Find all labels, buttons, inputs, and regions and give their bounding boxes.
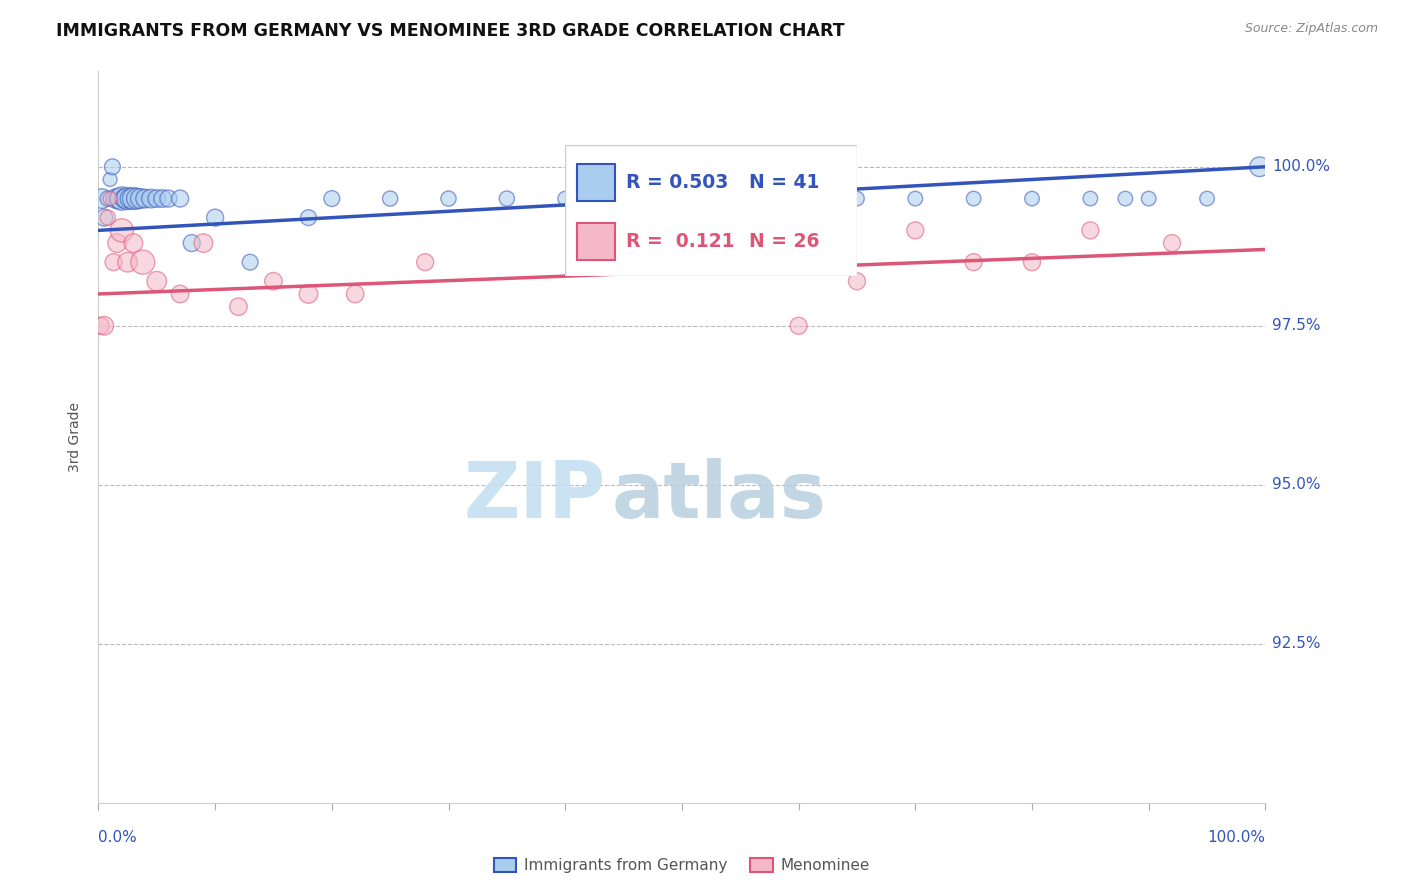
- Point: [146, 192, 169, 206]
- Point: [204, 211, 226, 225]
- Text: Source: ZipAtlas.com: Source: ZipAtlas.com: [1244, 22, 1378, 36]
- Point: [297, 287, 319, 301]
- Point: [321, 192, 343, 206]
- Point: [344, 287, 367, 301]
- Point: [1161, 236, 1184, 251]
- Point: [105, 236, 128, 251]
- Point: [132, 255, 155, 269]
- Text: ZIP: ZIP: [464, 458, 606, 533]
- Point: [1080, 192, 1102, 206]
- Point: [845, 192, 868, 206]
- Point: [262, 274, 284, 288]
- Point: [108, 192, 131, 206]
- Point: [1137, 192, 1160, 206]
- Point: [845, 274, 868, 288]
- Text: 100.0%: 100.0%: [1208, 830, 1265, 845]
- Point: [671, 192, 693, 206]
- Point: [787, 318, 810, 333]
- Point: [962, 192, 984, 206]
- Point: [193, 236, 215, 251]
- Point: [139, 192, 162, 206]
- Point: [1114, 192, 1136, 206]
- Point: [125, 192, 148, 206]
- Point: [554, 192, 576, 206]
- Point: [1021, 255, 1043, 269]
- Point: [904, 223, 927, 237]
- Text: 97.5%: 97.5%: [1272, 318, 1320, 334]
- Point: [98, 172, 121, 186]
- Point: [228, 300, 250, 314]
- Point: [104, 192, 127, 206]
- Point: [93, 318, 115, 333]
- Point: [97, 192, 120, 206]
- Point: [146, 274, 169, 288]
- Point: [730, 192, 752, 206]
- Point: [437, 192, 460, 206]
- Point: [122, 236, 145, 251]
- Text: R =  0.121: R = 0.121: [627, 233, 735, 252]
- Point: [787, 192, 810, 206]
- Point: [118, 192, 141, 206]
- Point: [1249, 160, 1271, 174]
- Text: atlas: atlas: [612, 458, 827, 533]
- FancyBboxPatch shape: [576, 164, 614, 201]
- Text: N = 26: N = 26: [749, 233, 820, 252]
- Point: [169, 192, 191, 206]
- Point: [90, 192, 112, 206]
- Point: [1021, 192, 1043, 206]
- Point: [98, 192, 121, 206]
- Point: [97, 211, 120, 225]
- Point: [169, 287, 191, 301]
- Point: [413, 255, 436, 269]
- Point: [671, 255, 693, 269]
- Y-axis label: 3rd Grade: 3rd Grade: [69, 402, 83, 472]
- Point: [180, 236, 202, 251]
- Text: R = 0.503: R = 0.503: [627, 173, 728, 192]
- Point: [101, 160, 124, 174]
- Text: 0.0%: 0.0%: [98, 830, 138, 845]
- Point: [152, 192, 174, 206]
- FancyBboxPatch shape: [576, 224, 614, 260]
- Text: 100.0%: 100.0%: [1272, 160, 1330, 174]
- Text: IMMIGRANTS FROM GERMANY VS MENOMINEE 3RD GRADE CORRELATION CHART: IMMIGRANTS FROM GERMANY VS MENOMINEE 3RD…: [56, 22, 845, 40]
- Point: [111, 192, 134, 206]
- Point: [239, 255, 262, 269]
- Text: 95.0%: 95.0%: [1272, 477, 1320, 492]
- Point: [122, 192, 145, 206]
- Point: [1195, 192, 1218, 206]
- Point: [117, 192, 139, 206]
- Point: [93, 211, 115, 225]
- Point: [90, 318, 112, 333]
- Legend: Immigrants from Germany, Menominee: Immigrants from Germany, Menominee: [488, 852, 876, 880]
- Point: [962, 255, 984, 269]
- Point: [378, 192, 402, 206]
- Point: [157, 192, 180, 206]
- FancyBboxPatch shape: [565, 145, 858, 277]
- Point: [129, 192, 152, 206]
- Text: N = 41: N = 41: [749, 173, 820, 192]
- Point: [103, 255, 125, 269]
- Point: [134, 192, 156, 206]
- Point: [112, 192, 135, 206]
- Point: [1080, 223, 1102, 237]
- Point: [117, 255, 139, 269]
- Point: [495, 192, 517, 206]
- Point: [904, 192, 927, 206]
- Point: [111, 223, 134, 237]
- Text: 92.5%: 92.5%: [1272, 636, 1320, 651]
- Point: [297, 211, 319, 225]
